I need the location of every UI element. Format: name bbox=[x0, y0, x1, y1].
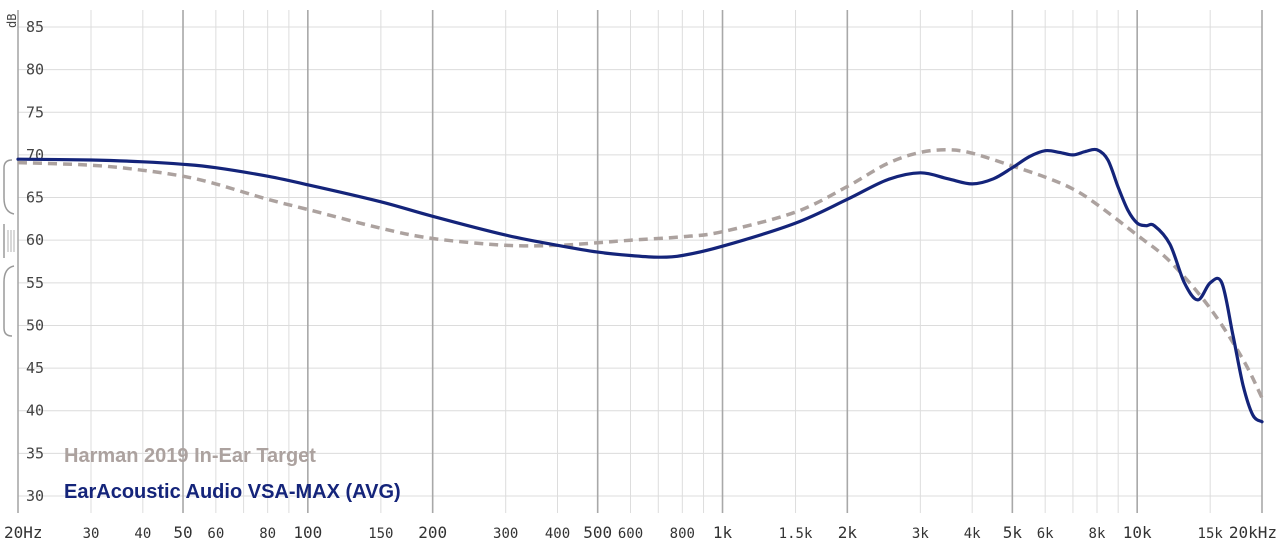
legend-entry[interactable]: EarAcoustic Audio VSA-MAX (AVG) bbox=[64, 481, 401, 503]
y-tick-label: 70 bbox=[26, 146, 44, 164]
y-tick-label: 30 bbox=[26, 487, 44, 505]
x-tick-label: 6k bbox=[1037, 526, 1054, 542]
x-tick-label: 5k bbox=[1003, 523, 1023, 542]
series-lines bbox=[16, 147, 1264, 424]
y-tick-label: 50 bbox=[26, 316, 44, 334]
x-tick-label: 400 bbox=[545, 526, 570, 542]
y-tick-label: 85 bbox=[26, 18, 44, 36]
x-tick-label: 3k bbox=[912, 526, 929, 542]
x-tick-label: 80 bbox=[259, 526, 276, 542]
x-tick-label: 15k bbox=[1198, 526, 1224, 542]
x-tick-label: 60 bbox=[207, 526, 224, 542]
x-tick-label: 1.5k bbox=[779, 526, 813, 542]
y-tick-label: 45 bbox=[26, 359, 44, 377]
y-tick-label: 35 bbox=[26, 444, 44, 462]
x-tick-label: 20kHz bbox=[1229, 523, 1277, 542]
y-tick-label: 65 bbox=[26, 189, 44, 207]
target-curve-line bbox=[17, 148, 1264, 399]
x-tick-label: 150 bbox=[368, 526, 393, 542]
y-axis-labels: 30 35 40 45 50 55 60 65 70 75 80 85 dB bbox=[5, 14, 44, 505]
legend-entry[interactable]: Harman 2019 In-Ear Target bbox=[64, 445, 316, 467]
chart-grid bbox=[17, 10, 1263, 513]
x-tick-label: 50 bbox=[173, 523, 192, 542]
y-scale-drag-handle[interactable] bbox=[3, 159, 15, 337]
y-tick-label: 55 bbox=[26, 274, 44, 292]
x-tick-label: 10k bbox=[1123, 523, 1152, 542]
x-tick-label: 800 bbox=[670, 526, 695, 542]
x-tick-label: 8k bbox=[1089, 526, 1106, 542]
y-tick-label: 80 bbox=[26, 61, 44, 79]
y-tick-label: 60 bbox=[26, 231, 44, 249]
measured-curve-line bbox=[16, 147, 1264, 424]
x-tick-label: 40 bbox=[134, 526, 151, 542]
x-tick-label: 20Hz bbox=[4, 523, 43, 542]
y-axis-unit-label: dB bbox=[5, 14, 19, 28]
x-tick-label: 500 bbox=[583, 523, 612, 542]
x-tick-label: 300 bbox=[493, 526, 518, 542]
x-tick-label: 4k bbox=[964, 526, 981, 542]
x-tick-label: 30 bbox=[83, 526, 100, 542]
x-tick-label: 1k bbox=[713, 523, 733, 542]
x-axis-labels: 20Hz 30 40 50 60 80 100 150 200 300 400 500 600 800 1k… bbox=[4, 523, 1277, 542]
legend: Harman 2019 In-Ear Target EarAcoustic Aud… bbox=[64, 445, 401, 503]
x-tick-label: 2k bbox=[838, 523, 858, 542]
y-tick-label: 75 bbox=[26, 103, 44, 121]
x-tick-label: 600 bbox=[618, 526, 643, 542]
x-tick-label: 200 bbox=[418, 523, 447, 542]
x-tick-label: 100 bbox=[293, 523, 322, 542]
y-tick-label: 40 bbox=[26, 402, 44, 420]
